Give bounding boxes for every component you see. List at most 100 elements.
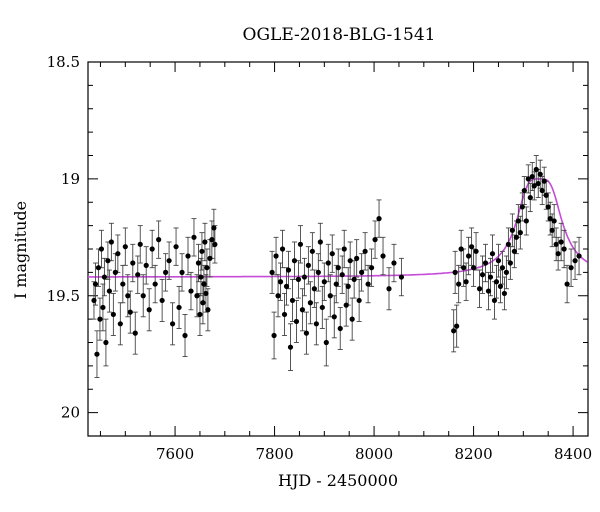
x-axis-label: HJD - 2450000 [278, 471, 398, 490]
data-point [547, 216, 553, 222]
data-point [92, 281, 99, 287]
data-point [549, 227, 555, 233]
data-point [362, 248, 368, 254]
data-point [277, 279, 284, 285]
data-point [209, 237, 215, 243]
data-point [521, 187, 527, 194]
data-point [463, 279, 469, 285]
data-point [149, 246, 155, 252]
data-point [497, 283, 504, 289]
data-point [299, 307, 306, 313]
data-point [198, 274, 204, 280]
data-point [476, 286, 483, 292]
data-points-group [91, 166, 582, 357]
data-point [159, 297, 165, 304]
data-point [188, 288, 194, 294]
data-point [456, 281, 462, 287]
data-point [349, 316, 355, 322]
data-point [201, 281, 207, 287]
data-point [555, 251, 561, 257]
data-point [176, 304, 182, 311]
y-tick-label: 19 [61, 170, 80, 188]
data-point [473, 248, 479, 254]
data-point [297, 241, 304, 247]
data-point [211, 225, 217, 231]
data-point [199, 248, 205, 254]
data-point [515, 218, 521, 224]
data-point [205, 307, 211, 313]
data-point [576, 253, 582, 259]
data-point [505, 241, 511, 247]
data-point [343, 302, 349, 308]
data-point [156, 237, 162, 243]
data-point [307, 300, 313, 306]
data-point [279, 246, 286, 252]
data-point [561, 246, 567, 252]
data-point [311, 286, 317, 292]
data-point [541, 178, 547, 184]
data-point [173, 244, 179, 250]
data-point [533, 166, 539, 173]
data-point [271, 332, 277, 339]
data-point [103, 339, 109, 346]
data-point [564, 281, 570, 287]
y-tick-label: 20 [61, 404, 80, 422]
x-tick-label: 8400 [554, 445, 592, 463]
data-point [115, 251, 121, 257]
y-tick-label: 19.5 [47, 287, 80, 305]
data-point [194, 293, 200, 299]
data-point [303, 330, 310, 336]
data-point [195, 260, 202, 266]
data-point [143, 262, 149, 268]
data-point [287, 344, 294, 350]
data-point [470, 265, 477, 271]
x-tick-label: 8000 [355, 445, 393, 463]
data-point [273, 253, 279, 259]
data-point [558, 239, 564, 245]
data-point [391, 260, 397, 266]
data-point [454, 323, 460, 329]
data-point [354, 255, 360, 261]
data-point [493, 279, 500, 285]
data-point [527, 194, 533, 201]
data-point [537, 171, 543, 177]
data-point [523, 218, 529, 224]
data-point [368, 265, 375, 271]
data-point [204, 265, 210, 271]
data-point [495, 258, 502, 264]
data-point [179, 269, 185, 275]
data-point [341, 246, 347, 252]
data-point [305, 262, 311, 268]
chart-title: OGLE-2018-BLG-1541 [243, 25, 436, 45]
data-point [137, 241, 143, 247]
data-point [140, 293, 146, 299]
data-point [509, 227, 515, 233]
data-point [325, 260, 331, 266]
data-point [207, 255, 213, 261]
data-point [309, 248, 315, 254]
data-point [327, 293, 333, 299]
data-point [535, 180, 541, 187]
data-point [291, 258, 298, 264]
data-point [525, 176, 531, 182]
data-point [106, 288, 112, 294]
data-point [345, 283, 351, 289]
data-point [529, 173, 535, 180]
data-point [503, 269, 510, 275]
data-point [182, 332, 188, 339]
data-point [100, 304, 106, 311]
data-point [289, 297, 296, 304]
data-point [212, 241, 218, 247]
data-point [339, 272, 345, 278]
data-point [333, 281, 339, 287]
data-point [452, 269, 458, 275]
data-point [511, 248, 517, 254]
data-point [485, 288, 492, 294]
x-tick-label: 8200 [454, 445, 492, 463]
data-point [275, 293, 281, 299]
data-point [120, 281, 126, 287]
y-tick-label: 18.5 [47, 53, 80, 71]
data-point [465, 253, 472, 259]
data-point [94, 351, 100, 357]
